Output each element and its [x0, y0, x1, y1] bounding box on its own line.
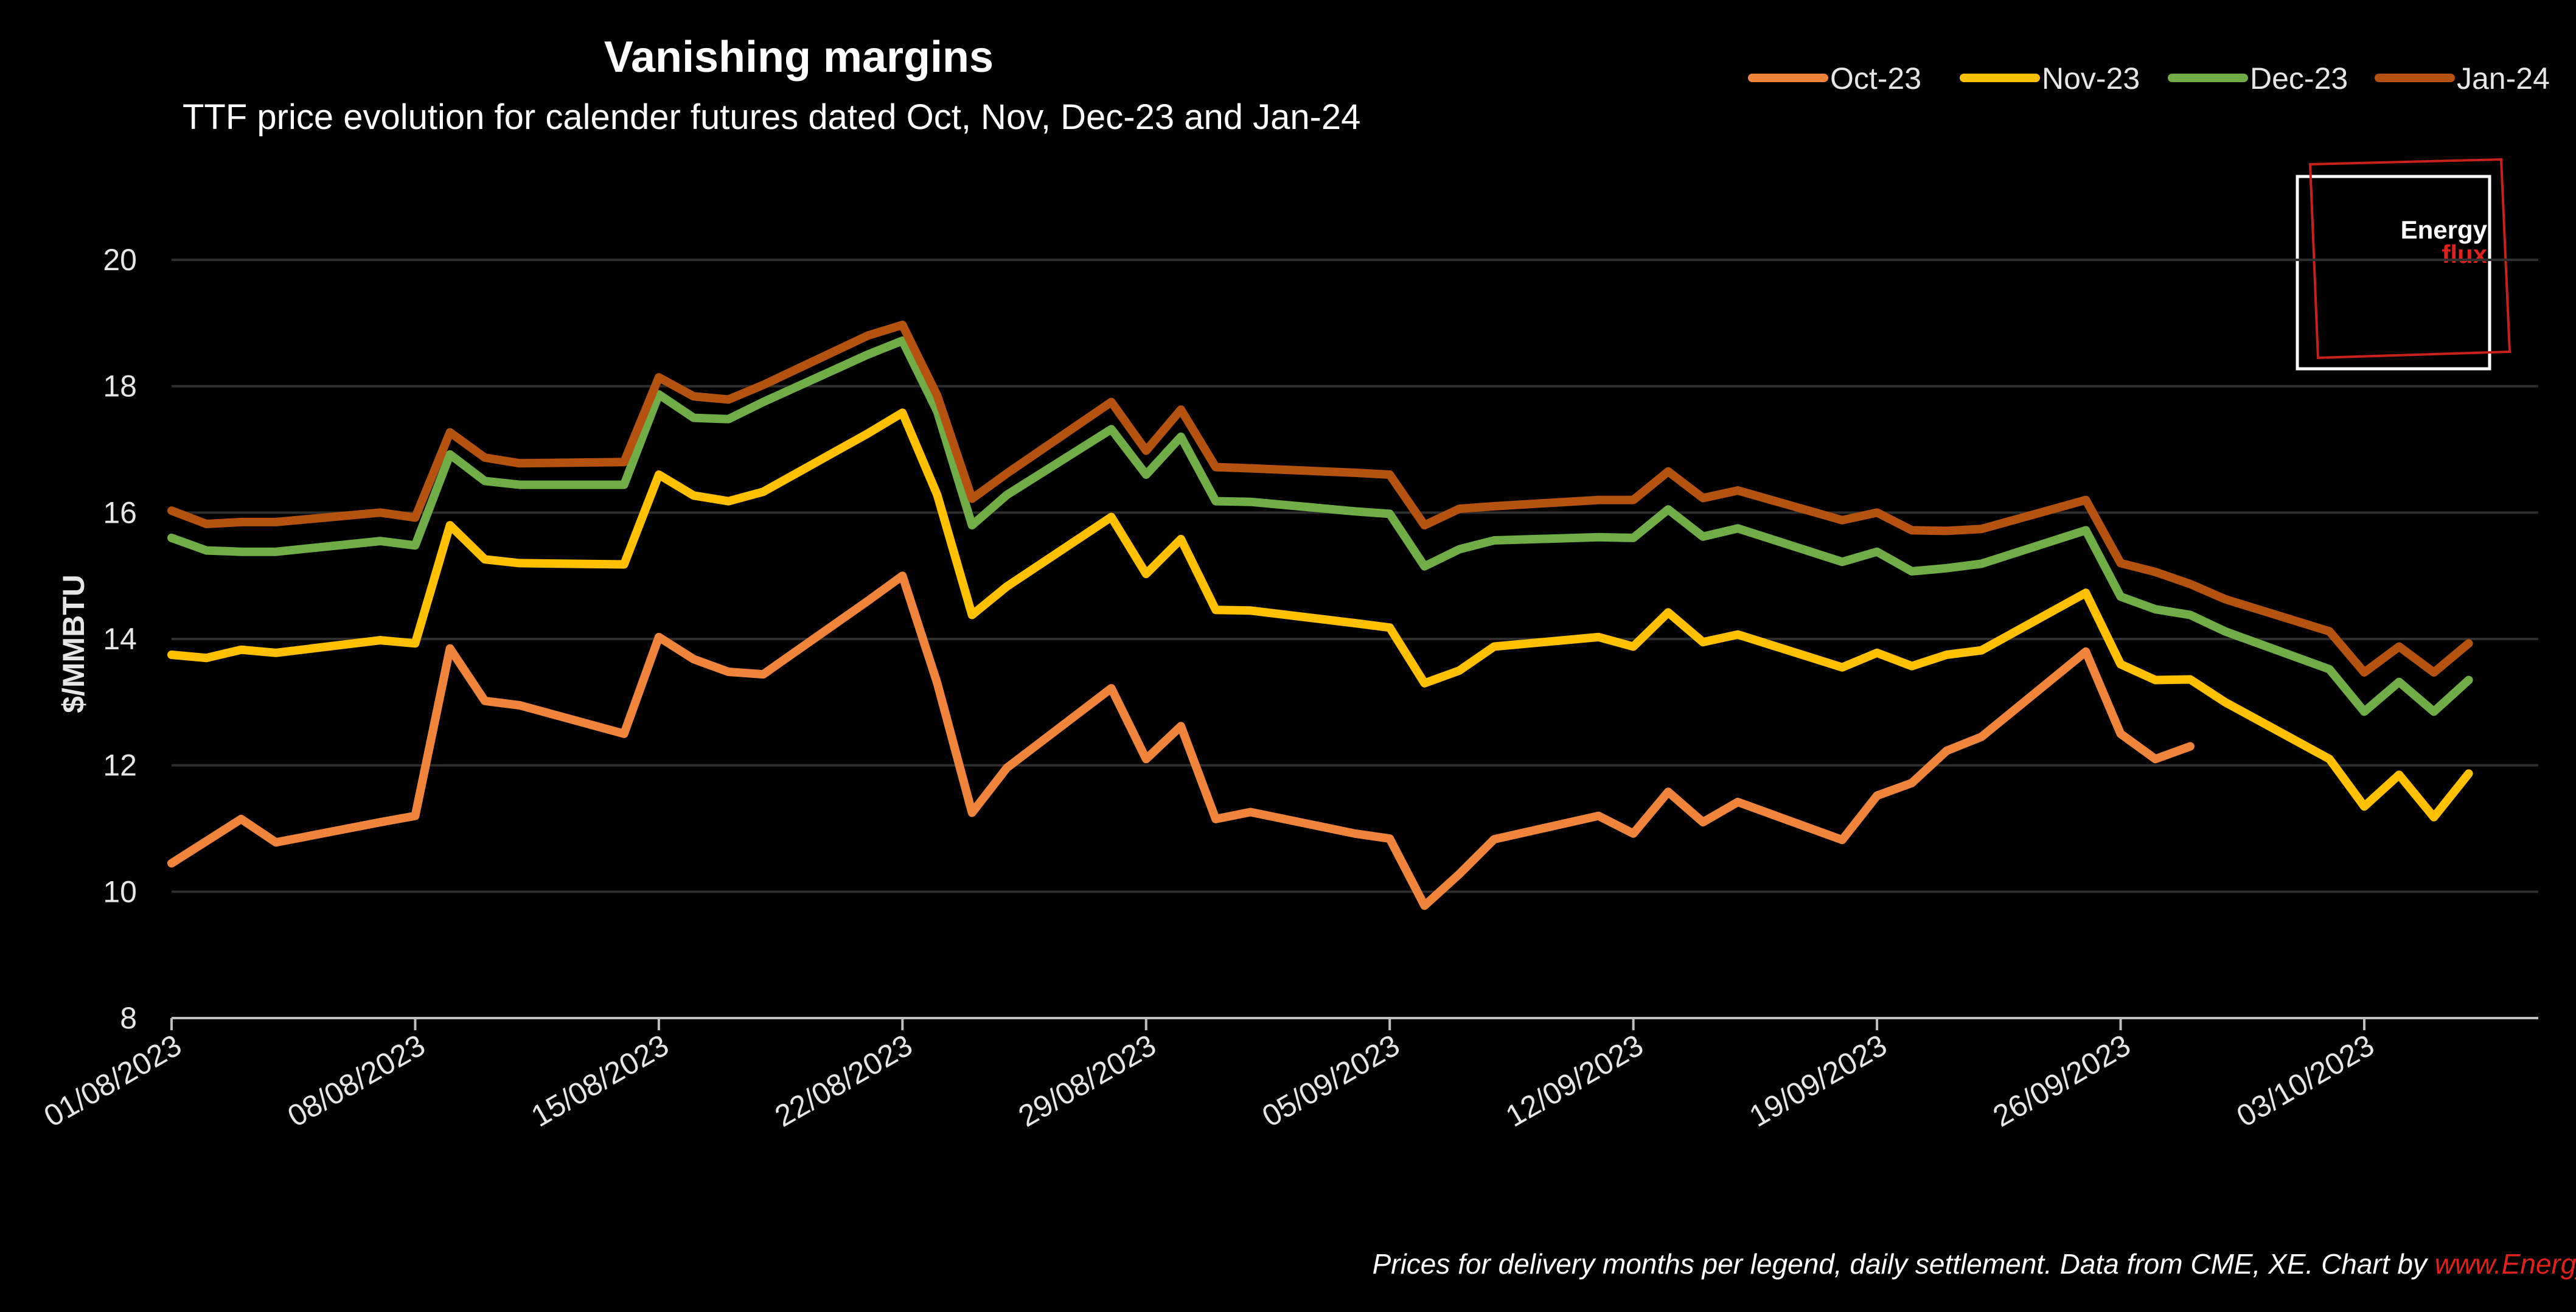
x-tick-label: 22/08/2023 — [769, 1028, 918, 1134]
y-tick-label: 14 — [103, 622, 137, 656]
legend-label: Oct-23 — [1830, 61, 1921, 96]
x-tick-label: 15/08/2023 — [526, 1028, 675, 1134]
gridlines — [172, 259, 2538, 893]
x-tick-label: 01/08/2023 — [38, 1028, 187, 1134]
y-axis-label: $/MMBTU — [57, 574, 91, 713]
legend: Oct-23 Nov-23 Dec-23 Jan-24 — [1748, 61, 2550, 96]
series-line-jan-24 — [167, 320, 2473, 677]
footer-text: Prices for delivery months per legend, d… — [1373, 1248, 2435, 1280]
y-tick-label: 8 — [120, 1001, 137, 1035]
logo-text-energy: Energy — [2401, 215, 2488, 244]
logo-frame-red — [2308, 158, 2512, 360]
y-tick-label: 20 — [103, 243, 137, 277]
logo-text-flux: flux — [2442, 240, 2487, 268]
x-tick-label: 19/09/2023 — [1744, 1028, 1893, 1134]
legend-label: Jan-24 — [2457, 61, 2550, 96]
y-tick-label: 10 — [103, 874, 137, 909]
x-axis: 01/08/2023 08/08/2023 15/08/2023 22/08/2023… — [38, 1017, 2538, 1134]
series-lines — [167, 320, 2473, 910]
x-tick-label: 08/08/2023 — [282, 1028, 431, 1134]
series-line-dec-23 — [167, 336, 2473, 716]
logo-frame-white — [2296, 175, 2491, 371]
x-tick-label: 29/08/2023 — [1013, 1028, 1162, 1134]
y-tick-label: 12 — [103, 748, 137, 783]
legend-item-oct-23: Oct-23 — [1748, 61, 1921, 96]
x-tick-label: 12/09/2023 — [1500, 1028, 1649, 1134]
y-tick-label: 16 — [103, 495, 137, 529]
chart-subtitle: TTF price evolution for calender futures… — [183, 97, 1360, 137]
footer-note: Prices for delivery months per legend, d… — [1373, 1248, 2576, 1280]
x-tick-label: 26/09/2023 — [1987, 1028, 2136, 1134]
y-axis-ticks: 8 10 12 14 16 18 20 — [103, 243, 137, 1035]
footer-link[interactable]: www.EnergyFlux.news — [2435, 1248, 2576, 1280]
x-tick-label: 03/10/2023 — [2231, 1028, 2380, 1134]
y-tick-label: 18 — [103, 369, 137, 403]
x-tick-label: 05/09/2023 — [1256, 1028, 1405, 1134]
series-line-oct-23 — [167, 571, 2195, 910]
legend-label: Nov-23 — [2042, 61, 2140, 96]
series-line-nov-23 — [167, 408, 2473, 822]
legend-item-jan-24: Jan-24 — [2375, 61, 2550, 96]
legend-item-dec-23: Dec-23 — [2168, 61, 2348, 96]
legend-label: Dec-23 — [2250, 61, 2348, 96]
legend-item-nov-23: Nov-23 — [1960, 61, 2140, 96]
chart-title: Vanishing margins — [604, 33, 994, 82]
energyflux-logo: Energy flux — [2296, 158, 2512, 371]
